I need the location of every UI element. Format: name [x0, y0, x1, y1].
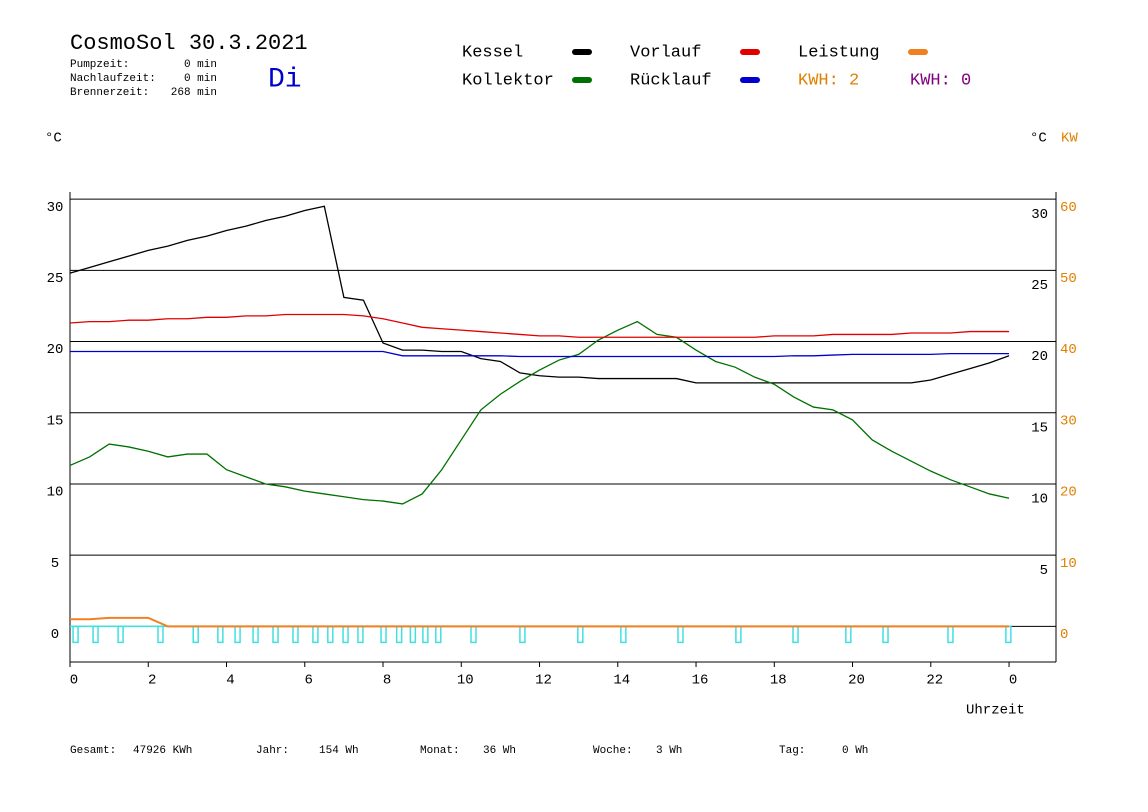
pump-pulse	[470, 625, 477, 644]
series-line	[69, 320, 1010, 505]
stat-label: Brennerzeit:	[70, 87, 149, 99]
footer-label: Gesamt:	[70, 745, 116, 757]
series-line	[70, 616, 1010, 628]
legend-label: Kollektor	[462, 71, 554, 90]
pump-pulse	[735, 625, 742, 644]
pump-pulse	[380, 625, 387, 644]
x-tick-label: 14	[613, 673, 630, 689]
pump-pulse	[217, 625, 224, 644]
kwh-label: KWH: 2	[798, 71, 859, 90]
y2-axis-unit: KW	[1061, 131, 1078, 147]
x-tick-label: 20	[848, 673, 865, 689]
stat-value: 268 min	[171, 87, 217, 99]
y-right-tick-label: 15	[1031, 420, 1048, 436]
series-line	[70, 350, 1010, 358]
pump-pulse	[435, 625, 442, 644]
y2-tick-label: 40	[1060, 342, 1077, 358]
legend-label: Leistung	[798, 43, 880, 62]
stat-label: Pumpzeit:	[70, 59, 129, 71]
pump-pulse	[577, 625, 584, 644]
pump-pulse	[677, 625, 684, 644]
y-tick-label: 10	[47, 485, 64, 501]
pump-pulse	[292, 625, 299, 644]
y-right-tick-label: 10	[1031, 492, 1048, 508]
pump-pulse	[342, 625, 349, 644]
series-line	[69, 205, 1010, 384]
footer-value: 3 Wh	[656, 745, 682, 757]
y2-tick-label: 60	[1060, 200, 1077, 216]
y-right-tick-label: 25	[1031, 278, 1048, 294]
pump-pulse	[327, 625, 334, 644]
x-tick-label: 6	[305, 673, 313, 689]
y2-tick-label: 30	[1060, 413, 1077, 429]
y2-tick-label: 0	[1060, 627, 1068, 643]
y2-tick-label: 50	[1060, 271, 1077, 287]
y-axis-unit: °C	[45, 131, 62, 147]
pump-pulse	[947, 625, 954, 644]
y-right-tick-label: 30	[1031, 207, 1048, 223]
pump-pulse	[845, 625, 852, 644]
pump-pulse	[1005, 625, 1012, 644]
pump-pulse	[422, 625, 429, 644]
y-right-unit: °C	[1030, 131, 1047, 147]
pump-pulse	[409, 625, 417, 644]
y-tick-label: 20	[47, 342, 64, 358]
pump-pulse	[157, 625, 164, 644]
footer-value: 36 Wh	[483, 745, 516, 757]
footer-label: Woche:	[593, 745, 633, 757]
y2-tick-label: 10	[1060, 556, 1077, 572]
day: Di	[268, 64, 302, 95]
pump-pulse	[312, 625, 319, 644]
legend-label: Vorlauf	[630, 43, 701, 62]
x-tick-label: 16	[692, 673, 709, 689]
kwh-label: KWH: 0	[910, 71, 971, 90]
pump-pulse	[117, 625, 124, 644]
title: CosmoSol 30.3.2021	[70, 31, 308, 56]
x-tick-label: 10	[457, 673, 474, 689]
x-axis-label: Uhrzeit	[966, 703, 1025, 719]
pump-pulse	[252, 625, 259, 644]
y-tick-label: 5	[51, 556, 59, 572]
pump-pulse	[192, 625, 199, 644]
y-tick-label: 15	[47, 413, 64, 429]
legend-label: Rücklauf	[630, 71, 712, 90]
footer-value: 154 Wh	[319, 745, 359, 757]
x-tick-label: 12	[535, 673, 552, 689]
x-tick-label: 4	[226, 673, 234, 689]
x-tick-label: 2	[148, 673, 156, 689]
pump-pulse	[519, 625, 526, 644]
footer-value: 0 Wh	[842, 745, 868, 757]
pump-pulse	[92, 625, 99, 644]
y-right-tick-label: 20	[1031, 349, 1048, 365]
x-tick-label: 22	[926, 673, 943, 689]
pump-pulse	[620, 625, 627, 644]
x-tick-label: 8	[383, 673, 391, 689]
pump-pulse	[72, 625, 79, 644]
footer-label: Monat:	[420, 745, 460, 757]
y-tick-label: 25	[47, 271, 64, 287]
pump-pulse	[272, 625, 279, 644]
stat-value: 0 min	[184, 73, 217, 85]
y-right-tick-label: 5	[1040, 563, 1048, 579]
pump-pulse	[234, 625, 241, 644]
x-tick-label: 0	[1009, 673, 1017, 689]
legend-label: Kessel	[462, 43, 523, 62]
pump-pulse	[792, 625, 799, 644]
footer-label: Jahr:	[256, 745, 289, 757]
footer-value: 47926 KWh	[133, 745, 192, 757]
y-tick-label: 0	[51, 627, 59, 643]
pump-pulse	[882, 625, 889, 644]
x-tick-label: 18	[770, 673, 787, 689]
series-line	[69, 313, 1010, 338]
footer-label: Tag:	[779, 745, 805, 757]
stat-label: Nachlaufzeit:	[70, 73, 156, 85]
pump-pulse	[357, 625, 364, 644]
pump-pulse	[395, 625, 403, 644]
x-tick-label: 0	[70, 673, 78, 689]
y2-tick-label: 20	[1060, 485, 1077, 501]
stat-value: 0 min	[184, 59, 217, 71]
y-tick-label: 30	[47, 200, 64, 216]
